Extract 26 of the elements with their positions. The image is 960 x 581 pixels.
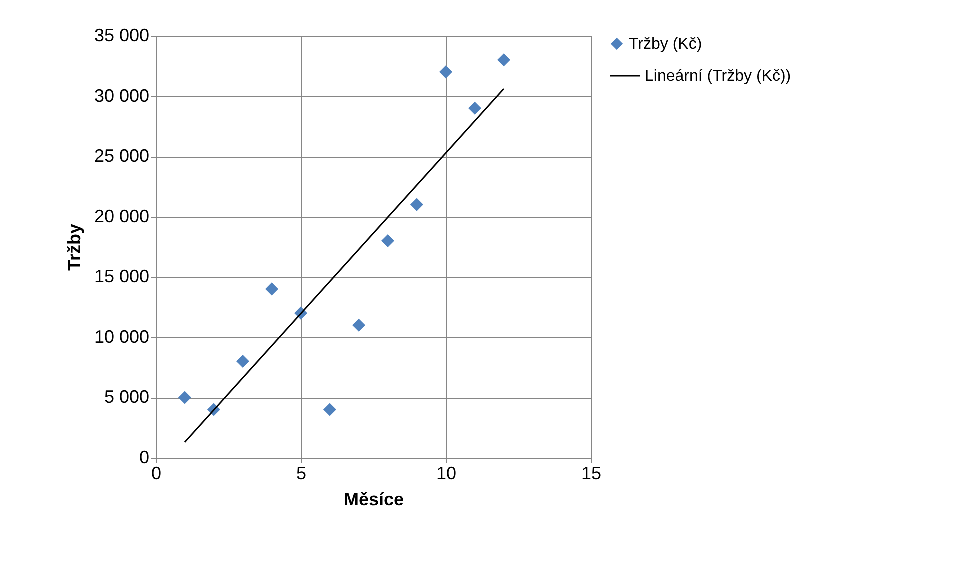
- y-tick-label: 20 000: [94, 206, 150, 226]
- point: [265, 282, 279, 296]
- point: [236, 355, 250, 368]
- x-tick-label: 0: [151, 464, 162, 484]
- x-tick-label: 15: [581, 464, 602, 484]
- y-tick-label: 15 000: [94, 266, 150, 287]
- point: [410, 198, 424, 212]
- legend-label: Lineární (Tržby (Kč)): [645, 68, 792, 85]
- point: [468, 102, 482, 115]
- point: [352, 318, 366, 332]
- point: [497, 54, 511, 67]
- x-tick-label: 10: [436, 464, 457, 484]
- y-tick-label: 35 000: [94, 26, 150, 46]
- y-axis-title: Tržby: [64, 224, 84, 272]
- x-axis-title: Měsíce: [344, 490, 404, 510]
- point: [439, 66, 453, 79]
- y-tick-label: 0: [139, 448, 150, 468]
- point: [323, 403, 337, 416]
- y-tick-label: 30 000: [94, 86, 150, 106]
- y-tick-label: 10 000: [94, 326, 150, 347]
- x-tick-label: 5: [296, 464, 307, 484]
- legend-label: Tržby (Kč): [629, 36, 702, 53]
- point: [381, 234, 395, 248]
- y-tick-label: 25 000: [94, 146, 150, 166]
- point: [178, 391, 192, 404]
- y-tick-label: 5 000: [104, 387, 150, 408]
